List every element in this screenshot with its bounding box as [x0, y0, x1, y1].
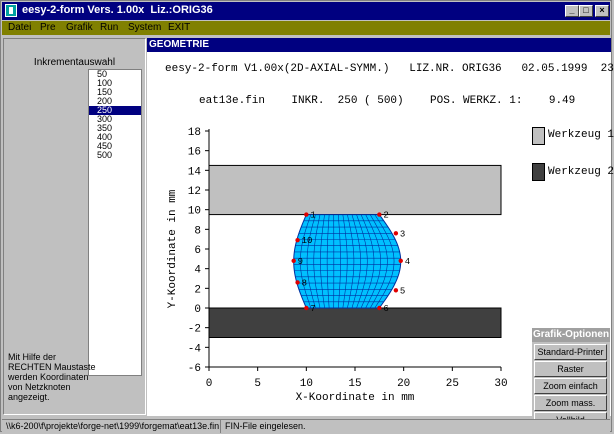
close-button[interactable]: × — [595, 5, 609, 17]
minimize-button[interactable]: _ — [565, 5, 579, 17]
node-label: 4 — [405, 257, 410, 267]
hint-line: angezeigt. — [8, 392, 88, 402]
status-path: \\k6-200\f\projekte\forge-net\1999\forge… — [2, 420, 221, 433]
increment-panel: Inkrementauswahl 50 100 150 200 250 300 350 400… — [3, 38, 146, 415]
zoom-mass-button[interactable]: Zoom mass. — [534, 395, 607, 411]
maximize-button[interactable]: □ — [579, 5, 593, 17]
node-point — [377, 306, 381, 310]
node-label: 6 — [383, 304, 388, 314]
legend-swatch-werkzeug-1 — [532, 127, 545, 145]
node-label: 5 — [400, 286, 405, 296]
node-point — [304, 212, 308, 216]
status-bar: \\k6-200\f\projekte\forge-net\1999\forge… — [2, 419, 610, 433]
node-point — [394, 231, 398, 235]
x-tick-label: 0 — [206, 378, 213, 390]
y-tick-label: 16 — [188, 147, 201, 159]
hint-line: werden Koordinaten — [8, 372, 88, 382]
hint-line: RECHTEN Maustaste — [8, 362, 88, 372]
node-point — [291, 259, 295, 263]
node-label: 10 — [302, 236, 313, 246]
x-tick-label: 5 — [254, 378, 261, 390]
increment-item[interactable]: 500 — [89, 151, 141, 160]
increment-heading: Inkrementauswahl — [4, 57, 145, 68]
x-tick-label: 20 — [397, 378, 410, 390]
node-label: 9 — [298, 257, 303, 267]
node-point — [394, 288, 398, 292]
y-tick-label: 2 — [194, 284, 201, 296]
node-label: 7 — [310, 304, 315, 314]
menu-bar: Datei Pre Grafik Run System EXIT — [2, 21, 610, 35]
y-tick-label: 8 — [194, 225, 201, 237]
title-bar[interactable]: eesy-2-form Vers. 1.00x Liz.:ORIG36 _ □ … — [2, 2, 610, 20]
menu-datei[interactable]: Datei — [8, 22, 31, 33]
menu-pre[interactable]: Pre — [40, 22, 56, 33]
tool-1-rect — [209, 165, 501, 214]
y-tick-label: -4 — [188, 343, 202, 355]
graphic-options-panel: Grafik-Optionen Standard-Printer Raster … — [532, 328, 610, 432]
app-icon — [5, 4, 17, 17]
node-point — [295, 280, 299, 284]
y-tick-label: 6 — [194, 245, 201, 257]
window-title: eesy-2-form Vers. 1.00x Liz.:ORIG36 — [22, 4, 213, 16]
y-tick-label: 0 — [194, 304, 201, 316]
menu-run[interactable]: Run — [100, 22, 118, 33]
x-axis-label: X-Koordinate in mm — [296, 392, 415, 404]
legend-label-werkzeug-1: Werkzeug 1 — [548, 129, 614, 141]
status-message: FIN-File eingelesen. — [221, 420, 306, 433]
options-title: Grafik-Optionen — [532, 328, 610, 342]
standard-printer-button[interactable]: Standard-Printer — [534, 344, 607, 360]
node-label: 1 — [310, 211, 315, 221]
menu-system[interactable]: System — [128, 22, 161, 33]
node-point — [304, 306, 308, 310]
node-label: 8 — [302, 278, 307, 288]
node-label: 3 — [400, 229, 405, 239]
y-tick-label: -6 — [188, 363, 201, 375]
hint-text: Mit Hilfe der RECHTEN Maustaste werden K… — [8, 352, 88, 402]
legend-swatch-werkzeug-2 — [532, 163, 545, 181]
y-tick-label: 4 — [194, 265, 201, 277]
menu-exit[interactable]: EXIT — [168, 22, 190, 33]
node-point — [377, 212, 381, 216]
node-label: 2 — [383, 211, 388, 221]
tool-2-rect — [209, 308, 501, 338]
x-tick-label: 15 — [348, 378, 361, 390]
legend-label-werkzeug-2: Werkzeug 2 — [548, 166, 614, 178]
node-point — [295, 238, 299, 242]
hint-line: Mit Hilfe der — [8, 352, 88, 362]
y-tick-label: 10 — [188, 206, 201, 218]
x-tick-label: 10 — [300, 378, 313, 390]
x-tick-label: 30 — [494, 378, 507, 390]
hint-line: von Netzknoten — [8, 382, 88, 392]
increment-list[interactable]: 50 100 150 200 250 300 350 400 450 500 — [88, 69, 142, 376]
zoom-einfach-button[interactable]: Zoom einfach — [534, 378, 607, 394]
menu-grafik[interactable]: Grafik — [66, 22, 93, 33]
node-point — [399, 259, 403, 263]
raster-button[interactable]: Raster — [534, 361, 607, 377]
y-tick-label: 12 — [188, 186, 201, 198]
y-tick-label: 14 — [188, 166, 202, 178]
y-tick-label: -2 — [188, 324, 201, 336]
y-axis-label: Y-Koordinate in mm — [167, 189, 179, 308]
y-tick-label: 18 — [188, 127, 201, 139]
x-tick-label: 25 — [446, 378, 459, 390]
